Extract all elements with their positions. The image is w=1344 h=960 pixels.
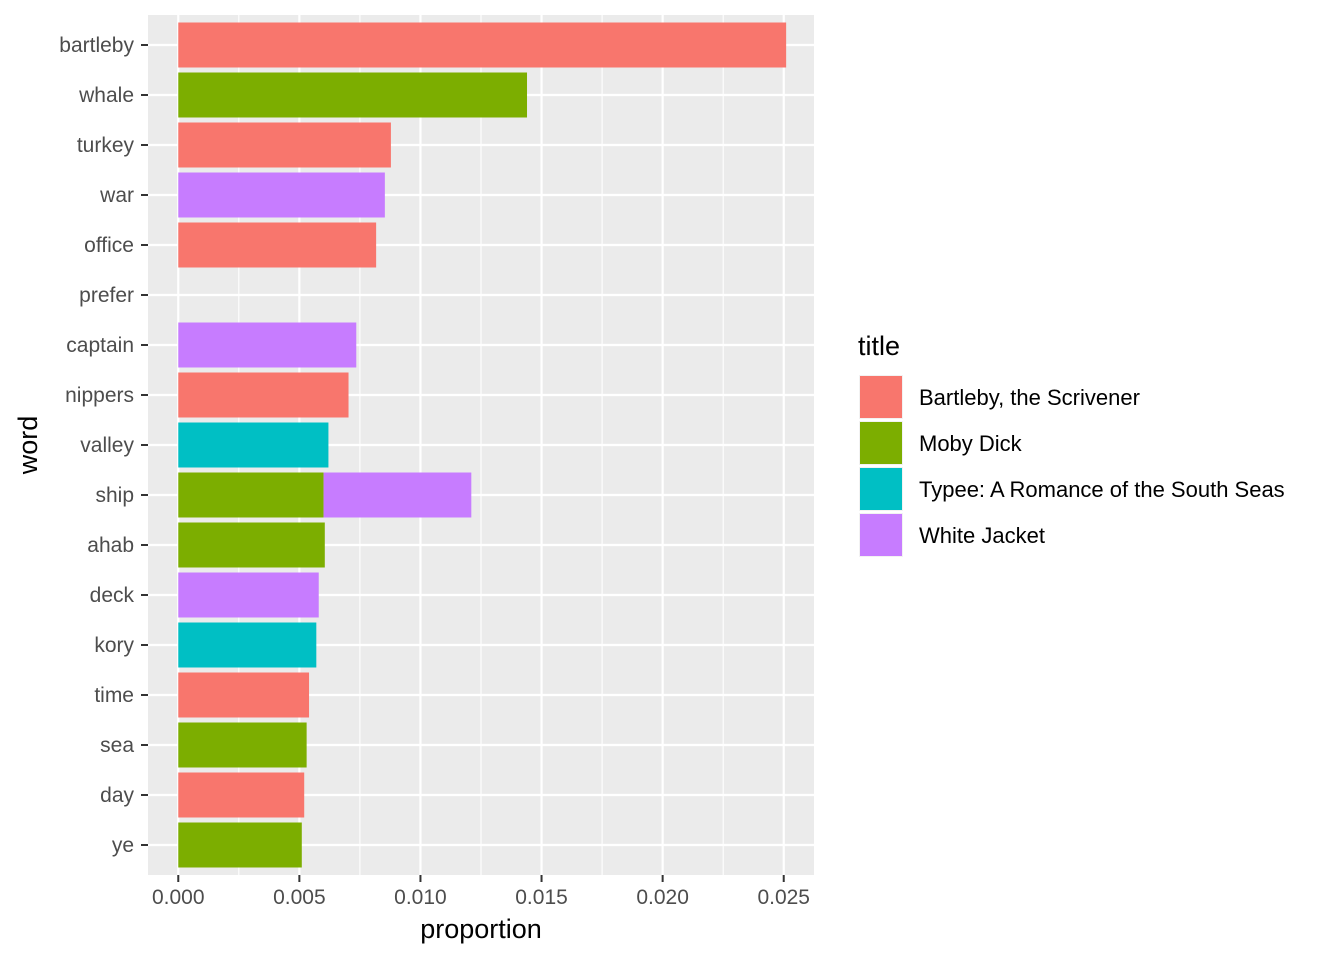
x-tick-label: 0.005 — [273, 886, 326, 909]
legend-items: Bartleby, the Scrivener Moby Dick Typee: A… — [859, 375, 1285, 557]
legend-label: Moby Dick — [919, 431, 1023, 456]
legend-title: title — [858, 331, 900, 361]
legend-swatch — [860, 468, 902, 510]
x-tick-label: 0.025 — [757, 886, 810, 909]
bar-captain — [178, 322, 357, 368]
x-tick-label: 0.015 — [515, 886, 568, 909]
y-tick-label: kory — [94, 634, 134, 657]
bar-turkey — [178, 122, 391, 168]
bar-sea — [178, 722, 307, 768]
bar-office — [178, 222, 377, 268]
x-axis-title: proportion — [420, 914, 542, 944]
bar-ship — [178, 472, 324, 518]
y-tick-label: deck — [90, 584, 135, 607]
y-tick-label: nippers — [65, 384, 134, 407]
y-tick-label: captain — [66, 334, 134, 357]
y-tick-label: ahab — [87, 534, 134, 557]
y-tick-label: whale — [78, 84, 134, 107]
bar-war — [178, 172, 385, 218]
legend-swatch — [860, 376, 902, 418]
y-tick-label: ye — [112, 834, 134, 857]
bar-day — [178, 772, 305, 818]
y-tick-label: war — [99, 184, 134, 207]
y-axis: bartleby whale turkey war office prefer captai… — [59, 34, 148, 857]
legend-label: Bartleby, the Scrivener — [919, 385, 1140, 410]
bar-ship — [323, 472, 472, 518]
y-tick-label: day — [100, 784, 134, 807]
bar-ye — [178, 822, 302, 868]
bar-time — [178, 672, 310, 718]
legend: title Bartleby, the Scrivener Moby Dick Ty… — [858, 331, 1285, 557]
y-tick-label: bartleby — [59, 34, 134, 57]
y-tick-label: ship — [95, 484, 134, 507]
bar-valley — [178, 422, 329, 468]
bar-bartleby — [178, 22, 787, 68]
y-tick-label: prefer — [79, 284, 134, 307]
bar-nippers — [178, 372, 349, 418]
y-tick-label: sea — [100, 734, 134, 757]
y-axis-title: word — [13, 416, 43, 476]
legend-swatch — [860, 422, 902, 464]
x-tick-label: 0.010 — [394, 886, 447, 909]
grid-lines — [148, 15, 814, 875]
legend-swatch — [860, 514, 902, 556]
legend-label: White Jacket — [919, 523, 1045, 548]
y-tick-label: valley — [80, 434, 134, 457]
bars — [178, 22, 787, 868]
bar-whale — [178, 72, 528, 118]
bar-deck — [178, 572, 319, 618]
legend-label: Typee: A Romance of the South Seas — [919, 477, 1285, 502]
x-tick-label: 0.000 — [152, 886, 205, 909]
y-tick-label: time — [94, 684, 134, 707]
y-tick-label: office — [84, 234, 134, 257]
bar-kory — [178, 622, 317, 668]
x-tick-label: 0.020 — [636, 886, 689, 909]
y-tick-label: turkey — [77, 134, 135, 157]
x-axis: 0.000 0.005 0.010 0.015 0.020 0.025 — [152, 875, 810, 909]
bar-ahab — [178, 522, 325, 568]
